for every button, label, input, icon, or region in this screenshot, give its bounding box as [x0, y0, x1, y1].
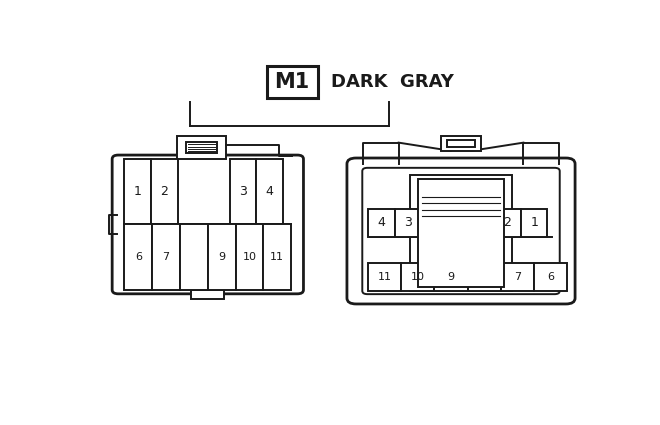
- Text: 3: 3: [404, 216, 412, 230]
- Bar: [395, 209, 421, 237]
- Bar: [494, 209, 521, 237]
- Bar: [186, 142, 216, 153]
- Bar: [534, 263, 568, 291]
- FancyBboxPatch shape: [347, 158, 575, 304]
- Bar: [125, 224, 152, 290]
- FancyBboxPatch shape: [112, 155, 304, 294]
- Bar: [521, 209, 547, 237]
- Bar: [236, 224, 263, 290]
- Bar: [208, 224, 236, 290]
- Bar: [152, 224, 180, 290]
- Bar: [501, 263, 534, 291]
- Text: 9: 9: [218, 252, 225, 262]
- Text: 7: 7: [514, 272, 521, 282]
- FancyBboxPatch shape: [362, 168, 560, 294]
- Text: 3: 3: [239, 185, 247, 198]
- Text: 9: 9: [447, 272, 455, 282]
- Bar: [263, 224, 291, 290]
- Bar: [441, 136, 481, 151]
- Text: 11: 11: [378, 272, 391, 282]
- Bar: [151, 159, 178, 224]
- Bar: [410, 176, 512, 291]
- Bar: [180, 224, 208, 290]
- Text: 7: 7: [162, 252, 170, 262]
- Text: DARK  GRAY: DARK GRAY: [331, 73, 453, 91]
- Text: 4: 4: [266, 185, 274, 198]
- Text: 10: 10: [411, 272, 425, 282]
- Bar: [256, 159, 283, 224]
- Bar: [434, 263, 468, 291]
- Bar: [368, 263, 401, 291]
- Bar: [401, 263, 434, 291]
- Text: 10: 10: [242, 252, 257, 262]
- Text: 4: 4: [378, 216, 385, 230]
- Bar: [447, 140, 475, 147]
- Bar: [267, 66, 317, 99]
- Text: 6: 6: [135, 252, 142, 262]
- Text: 1: 1: [530, 216, 538, 230]
- Bar: [230, 159, 256, 224]
- Bar: [191, 290, 224, 299]
- Text: 2: 2: [504, 216, 512, 230]
- Bar: [125, 159, 151, 224]
- Text: M1: M1: [275, 72, 310, 92]
- Bar: [418, 179, 504, 286]
- Text: 2: 2: [160, 185, 168, 198]
- Bar: [177, 136, 226, 159]
- Text: 11: 11: [271, 252, 284, 262]
- Text: 6: 6: [547, 272, 554, 282]
- Bar: [368, 209, 395, 237]
- Bar: [468, 263, 501, 291]
- Text: 1: 1: [134, 185, 142, 198]
